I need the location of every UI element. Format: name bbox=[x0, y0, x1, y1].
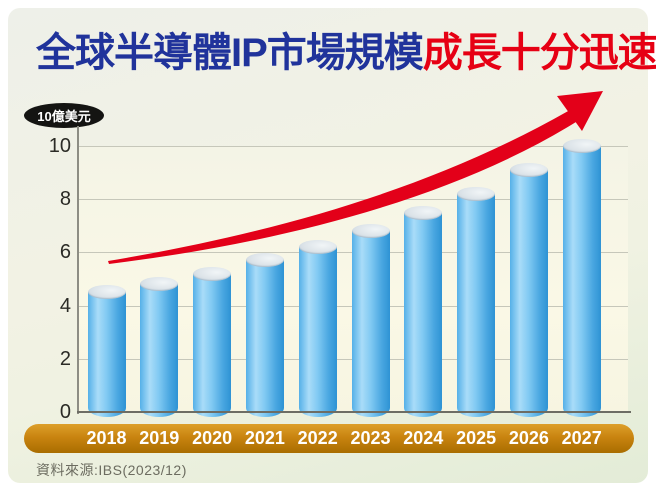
y-tick-label-8: 8 bbox=[59, 188, 71, 211]
bar-2022 bbox=[298, 240, 337, 417]
y-axis-line bbox=[77, 126, 79, 414]
bar-top-ellipse bbox=[509, 162, 548, 177]
bar-top-ellipse bbox=[404, 205, 443, 220]
x-tick-label-2023: 2023 bbox=[350, 428, 391, 448]
x-tick-label-2027: 2027 bbox=[561, 428, 602, 448]
y-tick-label-2: 2 bbox=[59, 347, 71, 370]
y-tick-label-6: 6 bbox=[59, 241, 71, 264]
bar-top-ellipse bbox=[562, 139, 601, 153]
page-title: 全球半導體IP市場規模成長十分迅速 bbox=[36, 30, 656, 76]
bar-2018 bbox=[87, 285, 126, 417]
bar-2026 bbox=[509, 162, 548, 417]
y-tick-label-10: 10 bbox=[48, 135, 71, 157]
bar-top-ellipse bbox=[140, 277, 179, 292]
plot-area bbox=[79, 139, 628, 417]
y-tick-label-0: 0 bbox=[59, 401, 71, 423]
x-tick-label-2018: 2018 bbox=[86, 428, 127, 448]
y-axis-unit-badge: 10億美元 bbox=[24, 103, 104, 128]
bar-top-ellipse bbox=[298, 240, 337, 255]
bar-2023 bbox=[351, 224, 390, 417]
x-axis-line bbox=[77, 411, 631, 413]
bar-2021 bbox=[245, 253, 284, 417]
bar-2024 bbox=[404, 205, 443, 417]
bar-top-ellipse bbox=[457, 186, 496, 201]
y-tick-label-4: 4 bbox=[59, 294, 71, 317]
bar-2020 bbox=[193, 266, 232, 417]
title-emphasis: 成長十分迅速 bbox=[422, 31, 656, 75]
source-note: 資料來源:IBS(2023/12) bbox=[36, 462, 187, 478]
x-tick-label-2024: 2024 bbox=[403, 428, 444, 448]
x-tick-label-2025: 2025 bbox=[456, 428, 497, 448]
chart-panel: 全球半導體IP市場規模成長十分迅速 10億美元 0 2 4 6 8 10 2018 2019… bbox=[8, 8, 656, 483]
bar-top-ellipse bbox=[351, 224, 390, 239]
bar-2027 bbox=[562, 139, 601, 417]
title-main: 全球半導體IP市場規模 bbox=[36, 31, 424, 75]
bar-top-ellipse bbox=[193, 266, 232, 281]
x-tick-label-2020: 2020 bbox=[192, 428, 233, 448]
x-tick-label-2026: 2026 bbox=[508, 428, 549, 448]
x-tick-label-2019: 2019 bbox=[139, 428, 180, 448]
gridline-10 bbox=[79, 146, 628, 147]
bar-2025 bbox=[457, 186, 496, 417]
bar-top-ellipse bbox=[87, 285, 126, 300]
bar-2019 bbox=[140, 277, 179, 417]
x-axis-year-band: 2018 2019 2020 2021 2022 2023 2024 2025 2026 2027 bbox=[24, 424, 634, 453]
bar-top-ellipse bbox=[245, 253, 284, 268]
x-tick-label-2022: 2022 bbox=[297, 428, 338, 448]
x-tick-label-2021: 2021 bbox=[244, 428, 285, 448]
